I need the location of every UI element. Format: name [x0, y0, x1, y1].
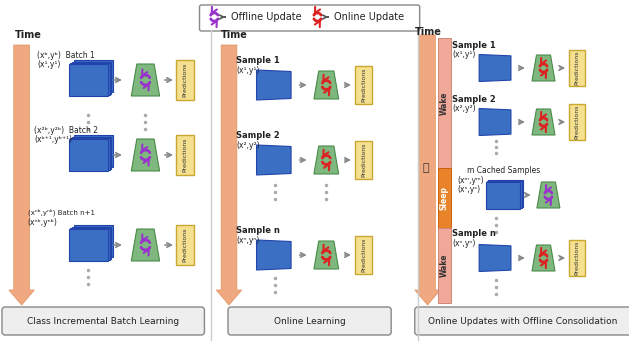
- Text: (x²,y²): (x²,y²): [236, 141, 259, 150]
- FancyBboxPatch shape: [438, 38, 451, 168]
- FancyBboxPatch shape: [355, 236, 372, 274]
- FancyBboxPatch shape: [355, 141, 372, 179]
- Text: Time: Time: [415, 27, 442, 37]
- FancyBboxPatch shape: [72, 137, 111, 169]
- Text: Predictions: Predictions: [182, 63, 188, 97]
- Polygon shape: [479, 245, 511, 272]
- Text: Class Incremental Batch Learning: Class Incremental Batch Learning: [27, 316, 179, 325]
- Text: (xⁿᵇ,yⁿᵇ): (xⁿᵇ,yⁿᵇ): [28, 218, 58, 227]
- FancyBboxPatch shape: [74, 135, 113, 167]
- Polygon shape: [532, 55, 555, 81]
- Polygon shape: [257, 70, 291, 100]
- Text: Sample 2: Sample 2: [236, 131, 280, 140]
- FancyBboxPatch shape: [176, 225, 194, 265]
- Polygon shape: [532, 109, 555, 135]
- Polygon shape: [479, 108, 511, 136]
- Text: Predictions: Predictions: [575, 51, 579, 85]
- Text: Offline Update: Offline Update: [231, 12, 301, 22]
- FancyBboxPatch shape: [74, 225, 113, 257]
- Text: Time: Time: [221, 30, 248, 40]
- Text: Wake: Wake: [440, 253, 449, 277]
- Text: (xⁿ,yⁿ): (xⁿ,yⁿ): [452, 239, 476, 248]
- FancyBboxPatch shape: [68, 139, 108, 171]
- Text: (xᵇ⁺¹,yᵇ⁺¹): (xᵇ⁺¹,yᵇ⁺¹): [35, 135, 72, 144]
- Text: Online Updates with Offline Consolidation: Online Updates with Offline Consolidatio…: [428, 316, 618, 325]
- FancyBboxPatch shape: [74, 61, 113, 92]
- Polygon shape: [537, 182, 560, 208]
- FancyBboxPatch shape: [355, 66, 372, 104]
- Text: (x¹,y¹): (x¹,y¹): [236, 66, 259, 75]
- Text: Sample 2: Sample 2: [452, 95, 496, 104]
- Text: (x²ᵇ,y²ᵇ)  Batch 2: (x²ᵇ,y²ᵇ) Batch 2: [35, 126, 99, 135]
- Text: (xˢ,yˢ): (xˢ,yˢ): [457, 185, 480, 194]
- Text: Sleep: Sleep: [440, 186, 449, 210]
- Polygon shape: [216, 45, 242, 305]
- FancyBboxPatch shape: [438, 228, 451, 303]
- FancyBboxPatch shape: [70, 63, 109, 95]
- Text: Predictions: Predictions: [575, 105, 579, 139]
- Text: Sample n: Sample n: [452, 229, 496, 238]
- Text: Sample 1: Sample 1: [452, 41, 496, 50]
- Text: (xⁿ,yⁿ): (xⁿ,yⁿ): [236, 236, 259, 245]
- FancyBboxPatch shape: [488, 180, 523, 207]
- Polygon shape: [314, 71, 339, 99]
- FancyBboxPatch shape: [72, 227, 111, 259]
- Text: Predictions: Predictions: [361, 143, 366, 177]
- FancyBboxPatch shape: [2, 307, 204, 335]
- FancyBboxPatch shape: [487, 181, 522, 207]
- Polygon shape: [131, 229, 159, 261]
- Polygon shape: [257, 145, 291, 175]
- FancyBboxPatch shape: [486, 182, 520, 209]
- Text: m Cached Samples: m Cached Samples: [467, 166, 540, 175]
- Text: (xᵐ,yᵐ): (xᵐ,yᵐ): [457, 176, 484, 185]
- Text: Predictions: Predictions: [361, 68, 366, 102]
- Text: (xⁿᵇ,yⁿᵇ) Batch n+1: (xⁿᵇ,yⁿᵇ) Batch n+1: [28, 209, 95, 217]
- Text: (xᵇ,yᵇ)  Batch 1: (xᵇ,yᵇ) Batch 1: [37, 51, 95, 60]
- Text: ⏰: ⏰: [422, 163, 429, 173]
- Text: Predictions: Predictions: [575, 241, 579, 275]
- FancyBboxPatch shape: [200, 5, 420, 31]
- Text: Sample n: Sample n: [236, 226, 280, 235]
- Text: Time: Time: [15, 30, 42, 40]
- Polygon shape: [532, 245, 555, 271]
- Text: (x¹,y¹): (x¹,y¹): [452, 50, 476, 59]
- Polygon shape: [314, 241, 339, 269]
- Polygon shape: [257, 240, 291, 270]
- FancyBboxPatch shape: [72, 62, 111, 93]
- Text: (x²,y²): (x²,y²): [452, 104, 476, 113]
- FancyBboxPatch shape: [70, 138, 109, 170]
- Text: Online Update: Online Update: [334, 12, 404, 22]
- FancyBboxPatch shape: [228, 307, 391, 335]
- Polygon shape: [131, 139, 159, 171]
- Text: Online Learning: Online Learning: [274, 316, 346, 325]
- FancyBboxPatch shape: [176, 60, 194, 100]
- FancyBboxPatch shape: [438, 168, 451, 228]
- FancyBboxPatch shape: [415, 307, 632, 335]
- Polygon shape: [479, 55, 511, 81]
- Polygon shape: [314, 146, 339, 174]
- Polygon shape: [131, 64, 159, 96]
- Text: Wake: Wake: [440, 91, 449, 115]
- FancyBboxPatch shape: [569, 240, 585, 276]
- FancyBboxPatch shape: [68, 64, 108, 96]
- Text: Predictions: Predictions: [182, 228, 188, 262]
- Polygon shape: [415, 35, 440, 305]
- FancyBboxPatch shape: [68, 229, 108, 261]
- Text: Sample 1: Sample 1: [236, 56, 280, 65]
- FancyBboxPatch shape: [569, 104, 585, 140]
- Polygon shape: [9, 45, 35, 305]
- Text: Predictions: Predictions: [182, 138, 188, 172]
- FancyBboxPatch shape: [176, 135, 194, 175]
- Text: (x¹,y¹): (x¹,y¹): [37, 60, 61, 69]
- FancyBboxPatch shape: [569, 50, 585, 86]
- FancyBboxPatch shape: [70, 228, 109, 260]
- Text: Predictions: Predictions: [361, 238, 366, 272]
